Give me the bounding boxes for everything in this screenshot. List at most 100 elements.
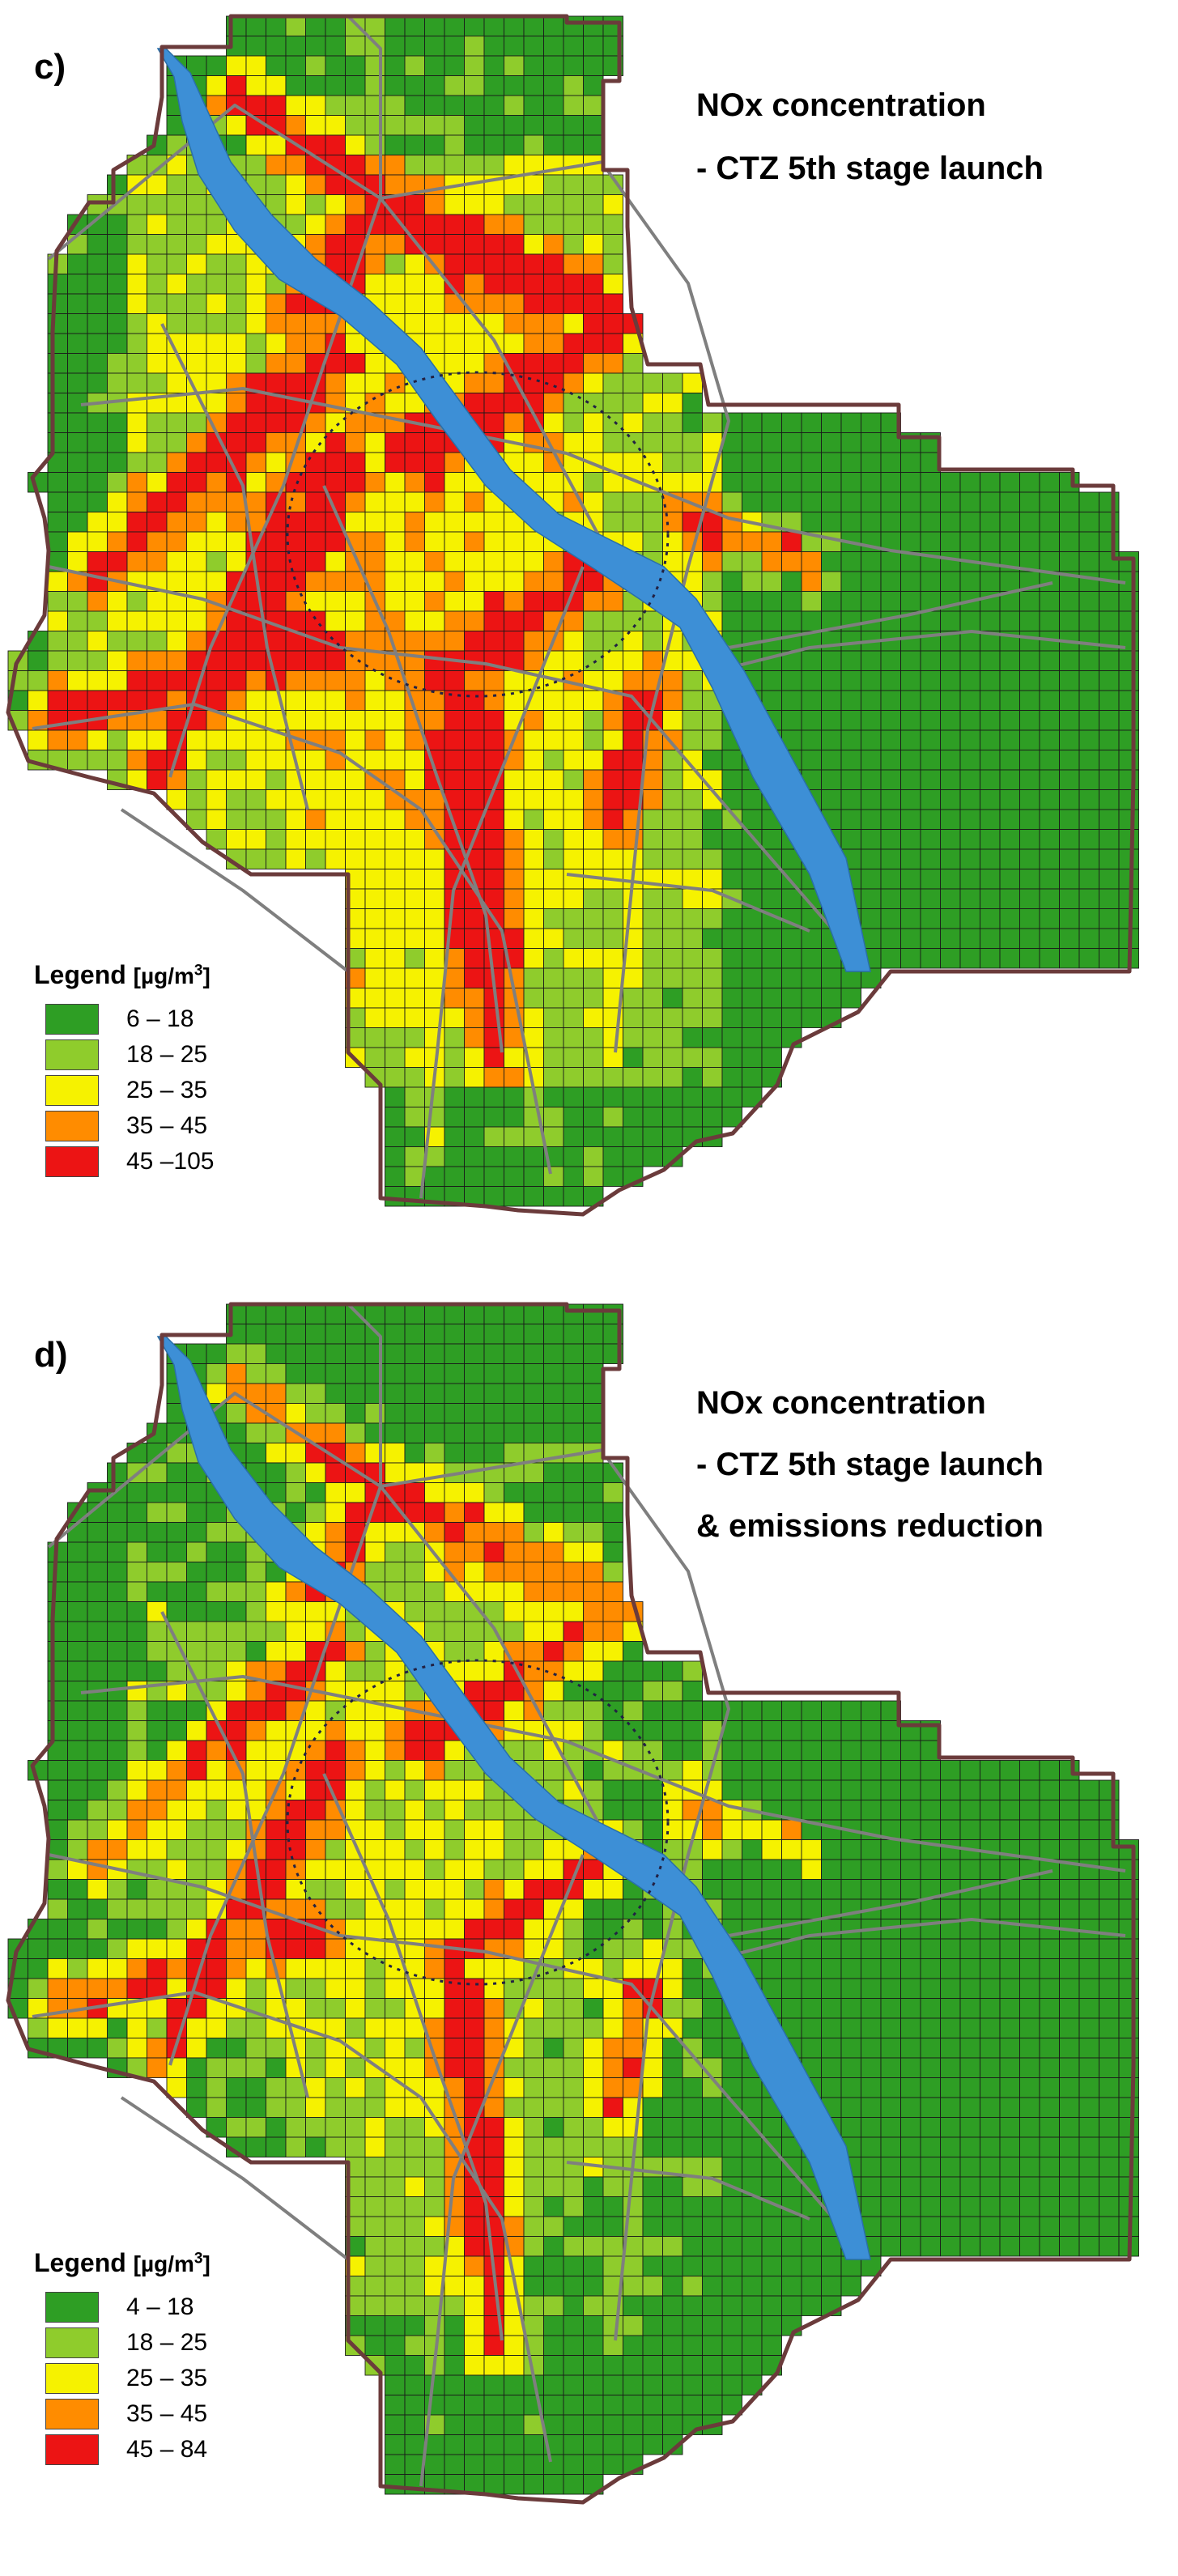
grid-cell: [385, 1067, 406, 1088]
grid-cell: [325, 214, 346, 235]
grid-cell: [801, 1700, 822, 1721]
grid-cell: [821, 1978, 842, 1999]
grid-cell: [801, 967, 822, 988]
grid-cell: [583, 2017, 604, 2038]
grid-cell: [721, 1839, 742, 1860]
grid-cell: [404, 2157, 425, 2178]
grid-cell: [226, 631, 247, 652]
grid-cell: [880, 2157, 901, 2178]
grid-cell: [523, 750, 544, 771]
grid-cell: [702, 710, 723, 731]
grid-cell: [206, 2017, 227, 2038]
grid-cell: [602, 1958, 623, 1979]
grid-cell: [1099, 2236, 1120, 2257]
grid-cell: [523, 1898, 544, 1919]
grid-cell: [563, 393, 584, 414]
grid-cell: [483, 631, 504, 652]
grid-cell: [87, 353, 108, 374]
grid-cell: [87, 1700, 108, 1721]
grid-cell: [186, 1482, 207, 1503]
grid-cell: [305, 1303, 326, 1324]
grid-cell: [583, 848, 604, 869]
grid-cell: [305, 174, 326, 195]
grid-cell: [543, 274, 564, 295]
grid-cell: [126, 631, 147, 652]
grid-cell: [602, 610, 623, 631]
grid-cell: [147, 690, 168, 711]
grid-cell: [266, 829, 287, 850]
grid-cell: [861, 1839, 882, 1860]
grid-cell: [424, 948, 445, 969]
grid-cell: [67, 631, 88, 652]
grid-cell: [147, 2038, 168, 2059]
grid-cell: [920, 670, 941, 691]
grid-cell: [523, 610, 544, 631]
grid-cell: [464, 769, 485, 790]
grid-cell: [226, 134, 247, 155]
grid-cell: [186, 809, 207, 830]
grid-cell: [504, 1363, 525, 1384]
grid-cell: [385, 690, 406, 711]
grid-cell: [583, 1720, 604, 1741]
grid-cell: [147, 214, 168, 235]
grid-cell: [583, 948, 604, 969]
grid-cell: [325, 670, 346, 691]
grid-cell: [543, 75, 564, 96]
grid-cell: [801, 2295, 822, 2316]
grid-cell: [583, 809, 604, 830]
grid-cell: [444, 2295, 465, 2316]
grid-cell: [980, 690, 1001, 711]
grid-cell: [702, 2157, 723, 2178]
grid-cell: [464, 1819, 485, 1840]
grid-cell: [801, 988, 822, 1009]
grid-cell: [602, 372, 623, 393]
grid-cell: [147, 412, 168, 433]
grid-cell: [87, 313, 108, 334]
grid-cell: [1078, 869, 1099, 890]
grid-cell: [444, 1879, 465, 1900]
grid-cell: [861, 591, 882, 612]
grid-cell: [87, 1879, 108, 1900]
swatch-3-c: [45, 1075, 99, 1106]
grid-cell: [147, 253, 168, 274]
grid-cell: [1099, 531, 1120, 552]
grid-cell: [1078, 1958, 1099, 1979]
grid-cell: [483, 531, 504, 552]
grid-cell: [107, 631, 128, 652]
grid-cell: [226, 55, 247, 76]
grid-cell: [920, 1740, 941, 1761]
grid-cell: [583, 1998, 604, 2019]
grid-cell: [761, 1879, 782, 1900]
grid-cell: [523, 1343, 544, 1364]
grid-cell: [385, 234, 406, 255]
grid-cell: [702, 2295, 723, 2316]
grid-cell: [444, 452, 465, 473]
grid-cell: [742, 571, 763, 592]
grid-cell: [583, 2136, 604, 2157]
grid-cell: [563, 1522, 584, 1543]
grid-cell: [623, 1681, 644, 1702]
grid-cell: [483, 829, 504, 850]
grid-cell: [404, 115, 425, 136]
grid-cell: [801, 2236, 822, 2257]
grid-cell: [424, 1839, 445, 1860]
grid-cell: [385, 948, 406, 969]
grid-cell: [226, 333, 247, 354]
grid-cell: [464, 1898, 485, 1919]
grid-cell: [682, 472, 703, 493]
road-line-14-d: [120, 2096, 350, 2261]
grid-cell: [1078, 591, 1099, 612]
grid-cell: [483, 591, 504, 612]
grid-cell: [404, 1581, 425, 1602]
grid-cell: [702, 2057, 723, 2078]
grid-cell: [980, 2038, 1001, 2059]
grid-cell: [266, 95, 287, 116]
grid-cell: [1078, 2216, 1099, 2237]
grid-cell: [781, 1879, 802, 1900]
grid-cell: [245, 55, 266, 76]
grid-cell: [742, 1859, 763, 1880]
grid-cell: [920, 888, 941, 909]
grid-cell: [880, 769, 901, 790]
grid-cell: [980, 571, 1001, 592]
grid-cell: [345, 353, 366, 374]
